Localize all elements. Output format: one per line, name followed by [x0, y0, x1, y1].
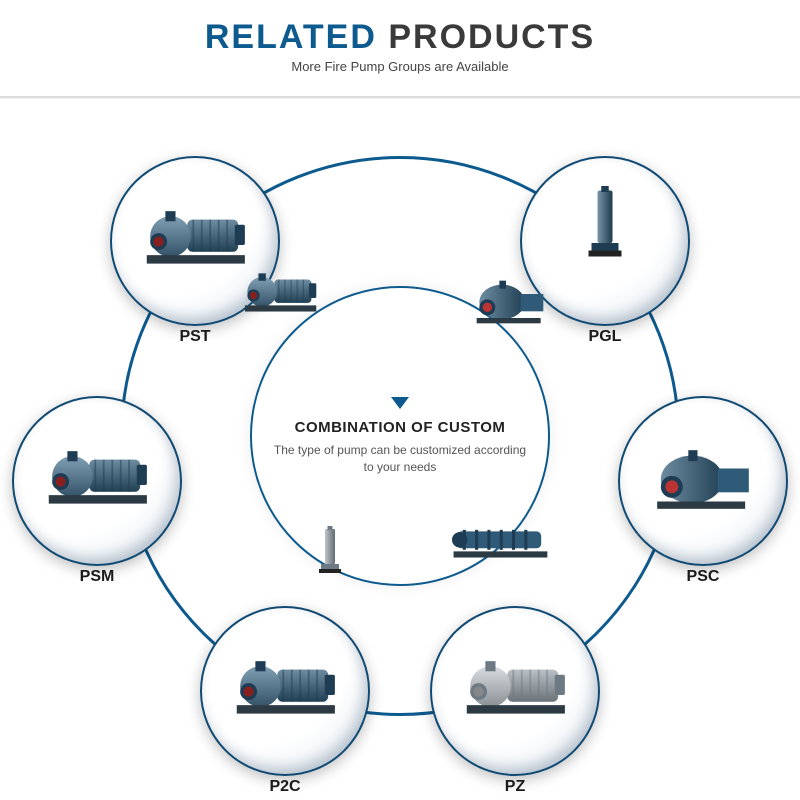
product-label: PGL [520, 328, 690, 346]
page-title: RELATED PRODUCTS [0, 18, 800, 57]
product-node-p2c[interactable] [200, 606, 370, 776]
page-subtitle: More Fire Pump Groups are Available [0, 59, 800, 74]
center-mini-pump [240, 266, 320, 322]
pump-icon [42, 441, 152, 521]
chevron-down-icon [391, 397, 409, 409]
title-accent: RELATED [205, 18, 377, 56]
product-label: PST [110, 328, 280, 346]
center-mini-pump [470, 274, 550, 330]
product-node-pz[interactable] [430, 606, 600, 776]
product-node-psm[interactable] [12, 396, 182, 566]
center-description: The type of pump can be customized accor… [272, 442, 528, 476]
product-diagram: PST PGL PSM PSC [0, 96, 800, 800]
product-label: P2C [200, 778, 370, 796]
header: RELATED PRODUCTS More Fire Pump Groups a… [0, 0, 800, 74]
product-label: PSC [618, 568, 788, 586]
product-label: PSM [12, 568, 182, 586]
product-node-psc[interactable] [618, 396, 788, 566]
pump-icon [230, 651, 340, 731]
center-mini-pump [452, 516, 552, 572]
center-title: COMBINATION OF CUSTOM [295, 419, 506, 436]
center-mini-pump [310, 526, 350, 616]
title-rest: PRODUCTS [377, 18, 595, 56]
pump-icon [460, 651, 570, 731]
pump-icon [648, 441, 758, 521]
pump-icon [575, 186, 635, 296]
pump-icon [140, 201, 250, 281]
product-label: PZ [430, 778, 600, 796]
